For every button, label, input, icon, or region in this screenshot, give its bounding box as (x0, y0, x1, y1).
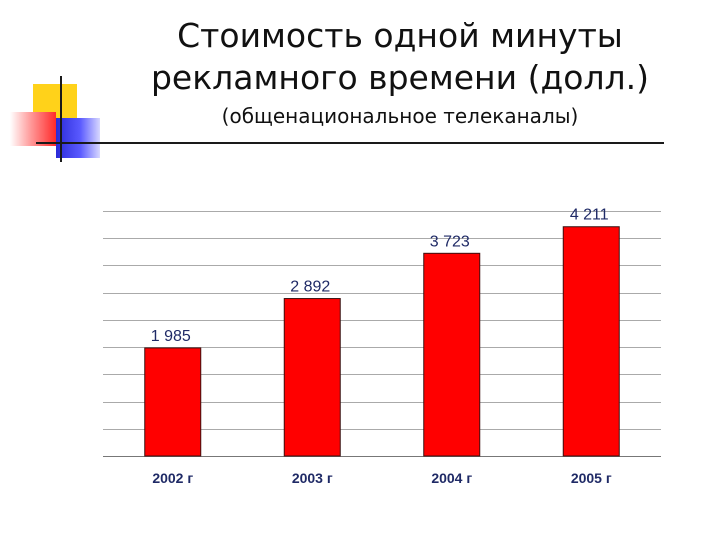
decor-pink-square (10, 112, 56, 146)
bar (283, 298, 341, 457)
page-title-line-1: Стоимость одной минуты (177, 16, 623, 55)
decor-vertical-line (60, 76, 62, 162)
bar (144, 347, 202, 457)
bar (423, 252, 481, 457)
data-label: 2 892 (290, 279, 330, 296)
data-label: 4 211 (570, 207, 609, 224)
bar (562, 226, 620, 457)
page-subtitle: (общенациональное телеканалы) (221, 104, 579, 128)
decor-blue-square (56, 118, 100, 158)
x-tick-label: 2003 г (292, 470, 333, 486)
decor-horizontal-line (36, 142, 664, 144)
data-label: 3 723 (430, 233, 470, 250)
x-tick-label: 2002 г (152, 470, 193, 486)
page-title-line-2: рекламного времени (долл.) (150, 58, 649, 97)
x-tick-label: 2005 г (571, 470, 612, 486)
data-label: 1 985 (151, 328, 191, 345)
x-tick-label: 2004 г (431, 470, 472, 486)
